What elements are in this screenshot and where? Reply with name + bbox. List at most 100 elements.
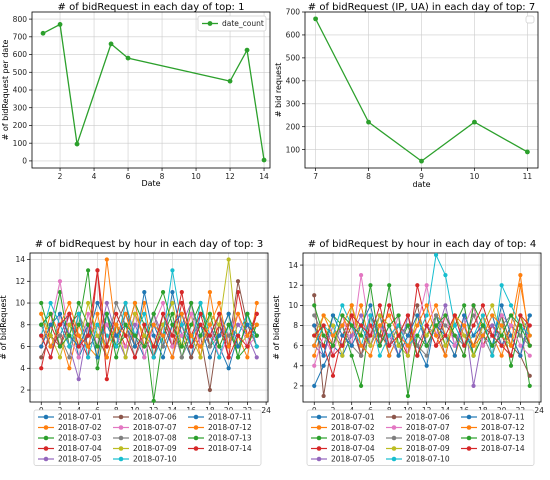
x-tick-label: 12 [225,172,235,181]
data-point [76,322,81,327]
data-point [123,333,128,338]
data-point [499,333,504,338]
legend-marker [391,446,397,451]
data-point [490,343,495,348]
series-line-6 [40,281,258,391]
data-point [508,353,514,358]
data-point [387,353,392,358]
data-point [387,333,392,338]
data-point [198,333,203,338]
data-point [527,313,532,318]
data-point [518,283,523,288]
data-point [39,311,44,317]
legend-marker [118,435,124,441]
chart-title: # of bidRequest (IP, UA) in each day of … [308,2,535,13]
data-point [330,313,336,318]
legend [525,15,535,24]
y-tick-label: 0 [22,157,27,166]
data-point [472,119,477,125]
data-point [142,290,147,295]
data-point [518,313,523,318]
data-point [123,355,128,360]
data-point [499,283,504,288]
data-point [471,303,476,308]
data-point [377,313,382,318]
data-point [170,322,175,327]
data-point [170,355,175,360]
legend-label: 2018-07-11 [208,413,252,422]
data-point [95,333,100,338]
legend-label: 2018-07-09 [133,444,177,453]
data-point [452,333,457,338]
data-point [57,355,63,360]
series-line-7 [313,275,531,366]
data-point [123,311,128,317]
data-point [525,149,530,155]
data-point [254,311,259,317]
data-point [366,119,371,125]
data-point [368,353,373,358]
legend-label: 2018-07-03 [331,434,375,443]
data-point [95,355,100,360]
y-tick-label: 4 [293,361,298,370]
legend-label: 2018-07-08 [133,434,177,443]
y-tick-label: 4 [20,364,25,373]
data-point [95,311,100,317]
data-point [433,323,439,328]
legend-label: 2018-07-13 [481,434,525,443]
data-point [471,343,476,348]
data-point [368,333,373,338]
data-point [340,333,345,338]
series-line-11 [40,292,258,359]
data-point [358,333,364,338]
data-point [349,303,354,308]
data-point [207,311,213,317]
data-point [235,311,241,317]
data-point [170,344,175,349]
data-point [48,322,53,327]
data-point [132,355,138,360]
data-point [321,343,326,348]
data-point [189,344,194,349]
x-tick-label: 4 [92,172,97,181]
data-point [245,344,250,349]
legend-label: 2018-07-03 [58,434,102,443]
chart-title: # of bidRequest by hour in each day of t… [308,239,536,250]
legend-marker [118,446,124,451]
legend-label: 2018-07-06 [406,413,450,422]
data-point [85,300,91,306]
data-point [207,387,213,393]
data-point [433,303,439,308]
data-point [95,366,100,371]
x-tick-label: 7 [313,172,318,181]
legend-marker [43,446,49,451]
y-tick-label: 600 [286,31,301,40]
data-point [396,313,401,318]
data-point [95,268,100,273]
y-tick-label: 100 [13,139,28,148]
data-point [340,343,345,348]
chart-1: 2 4 6 8 10 12 14 0 100 200 300 400 500 600 700 800 # of … [1,2,271,188]
legend-label: 2018-07-04 [331,444,375,453]
data-point [217,322,222,327]
data-point [377,323,382,328]
data-point [227,78,233,84]
data-point [321,393,326,399]
data-point [95,300,100,306]
data-point [330,353,336,358]
data-point [452,343,457,348]
data-point [312,353,317,358]
data-point [74,141,80,147]
data-point [490,323,495,328]
series-line-8 [313,314,531,358]
legend-label: 2018-07-10 [406,455,450,464]
data-point [462,303,467,308]
legend-marker [43,435,49,441]
data-point [189,300,194,306]
data-point [151,398,156,404]
data-point [170,290,175,295]
data-point [170,333,175,338]
x-tick-label: 2 [58,172,63,181]
data-point [480,343,486,348]
